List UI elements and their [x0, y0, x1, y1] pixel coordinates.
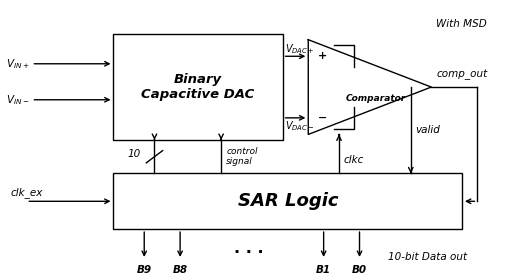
Text: 10-bit Data out: 10-bit Data out: [388, 252, 467, 262]
Bar: [114, 173, 462, 229]
Text: Binary
Capacitive DAC: Binary Capacitive DAC: [141, 73, 255, 101]
Text: comp_out: comp_out: [436, 70, 488, 80]
Text: clkc: clkc: [343, 155, 363, 165]
Text: B0: B0: [352, 265, 367, 275]
Text: B9: B9: [137, 265, 152, 275]
Text: $V_{DAC-}$: $V_{DAC-}$: [285, 119, 315, 133]
Text: B8: B8: [173, 265, 188, 275]
Text: $V_{IN+}$: $V_{IN+}$: [6, 57, 29, 71]
Text: B1: B1: [316, 265, 331, 275]
Text: clk_ex: clk_ex: [11, 188, 43, 199]
Text: 10: 10: [127, 149, 141, 159]
Text: With MSD: With MSD: [436, 18, 487, 29]
Text: +: +: [318, 51, 327, 61]
Text: Comparator: Comparator: [346, 94, 406, 103]
Text: $V_{IN-}$: $V_{IN-}$: [6, 93, 29, 107]
Text: valid: valid: [415, 125, 440, 135]
Text: . . .: . . .: [234, 241, 264, 256]
Bar: [114, 34, 283, 140]
Text: control
signal: control signal: [226, 147, 258, 166]
Text: −: −: [318, 113, 327, 123]
Text: $V_{DAC+}$: $V_{DAC+}$: [285, 42, 315, 56]
Text: SAR Logic: SAR Logic: [237, 192, 338, 210]
